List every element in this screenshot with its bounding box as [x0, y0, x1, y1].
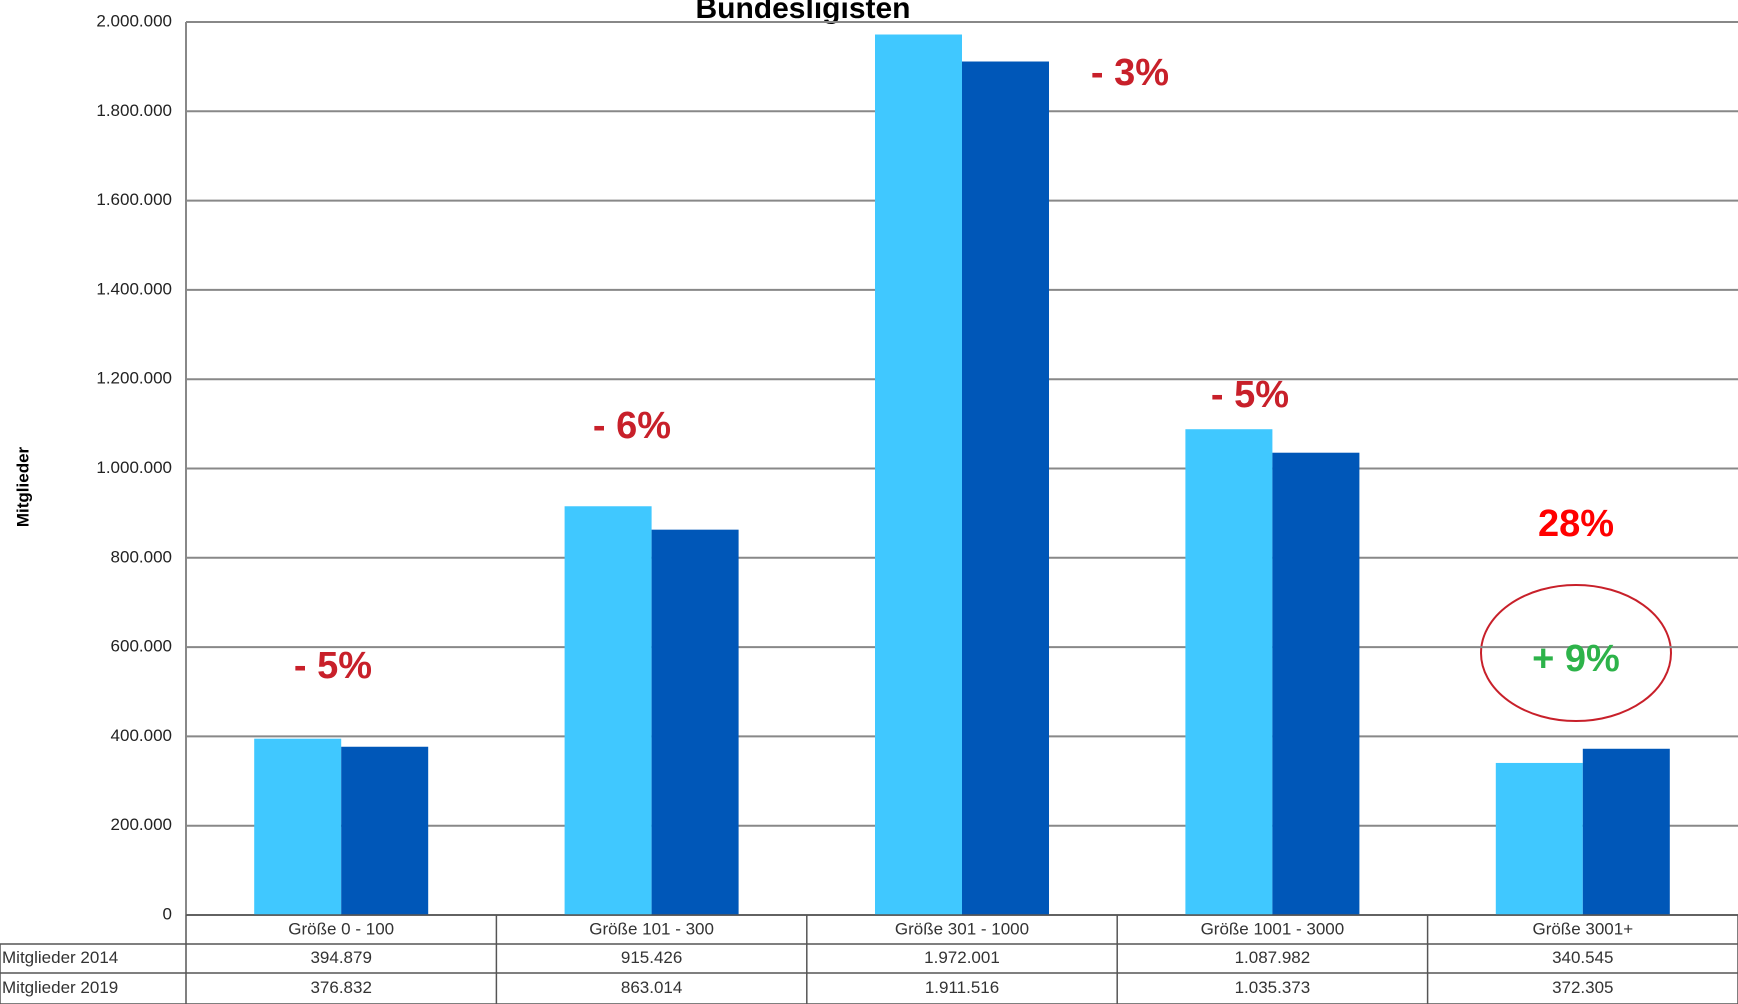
table-value: 1.972.001 — [924, 948, 1000, 967]
x-tick-label: Größe 101 - 300 — [589, 919, 714, 938]
annotation: - 6% — [593, 405, 671, 447]
y-tick-label: 2.000.000 — [96, 11, 172, 30]
annotation: 28% — [1538, 503, 1614, 545]
table-value: 1.035.373 — [1235, 978, 1311, 997]
bar — [1272, 452, 1360, 915]
table-value: 863.014 — [621, 978, 682, 997]
annotation: - 5% — [294, 645, 372, 687]
y-tick-label: 1.200.000 — [96, 369, 172, 388]
bar — [254, 738, 342, 915]
bar — [875, 34, 962, 916]
x-tick-label: Größe 301 - 1000 — [895, 919, 1029, 938]
legend-label: Mitglieder 2019 — [2, 978, 118, 997]
bar — [1185, 429, 1273, 915]
highlight-circle — [1480, 584, 1672, 722]
bar — [1582, 748, 1670, 915]
x-tick-label: Größe 1001 - 3000 — [1201, 919, 1345, 938]
bar — [564, 506, 652, 915]
y-tick-label: 1.800.000 — [96, 101, 172, 120]
y-tick-label: 1.000.000 — [96, 458, 172, 477]
table-value: 340.545 — [1552, 948, 1613, 967]
y-tick-label: 1.600.000 — [96, 190, 172, 209]
y-tick-label: 0 — [163, 904, 172, 923]
y-tick-label: 1.400.000 — [96, 279, 172, 298]
table-value: 394.879 — [310, 948, 371, 967]
table-value: 372.305 — [1552, 978, 1613, 997]
annotation: - 5% — [1211, 374, 1289, 416]
x-tick-label: Größe 3001+ — [1532, 919, 1633, 938]
y-tick-label: 200.000 — [111, 815, 172, 834]
table-value: 1.087.982 — [1235, 948, 1311, 967]
annotation: + 9% — [1532, 638, 1620, 680]
table-value: 915.426 — [621, 948, 682, 967]
bar — [341, 746, 429, 915]
annotation: - 3% — [1091, 52, 1169, 94]
y-tick-label: 800.000 — [111, 547, 172, 566]
bar — [651, 529, 739, 915]
table-value: 376.832 — [310, 978, 371, 997]
bar — [962, 61, 1049, 915]
y-axis-label: Mitglieder — [13, 446, 32, 527]
x-tick-label: Größe 0 - 100 — [288, 919, 394, 938]
y-tick-label: 400.000 — [111, 726, 172, 745]
y-tick-label: 600.000 — [111, 637, 172, 656]
bar — [1495, 762, 1583, 915]
table-value: 1.911.516 — [925, 978, 999, 997]
legend-label: Mitglieder 2014 — [2, 948, 118, 967]
chart-title: Bundesligisten — [695, 0, 910, 25]
